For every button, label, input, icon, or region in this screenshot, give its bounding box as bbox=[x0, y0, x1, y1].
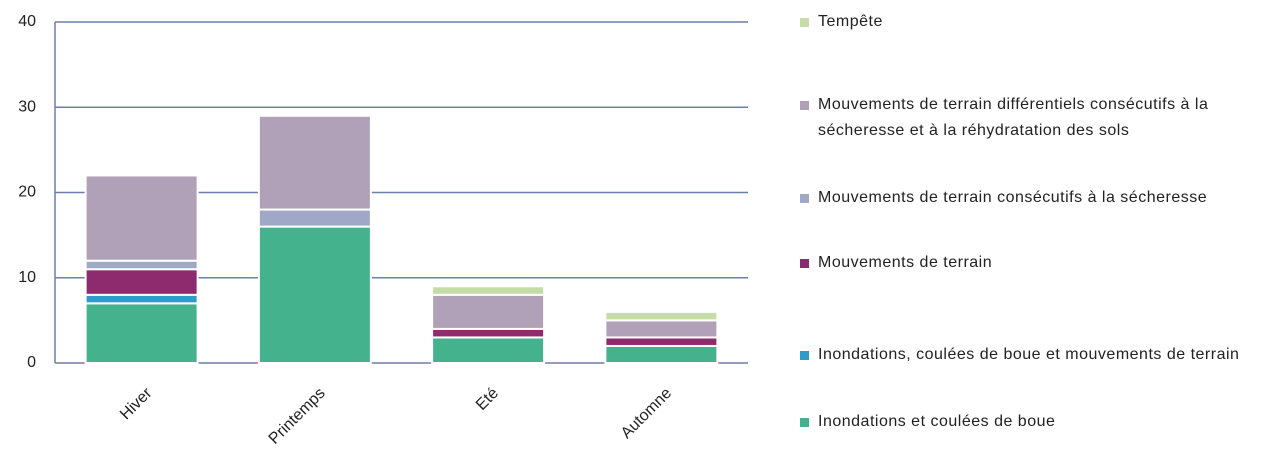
x-tick-label: Hiver bbox=[117, 384, 156, 423]
bar-segment bbox=[604, 336, 719, 347]
y-tick-label: 20 bbox=[18, 184, 36, 201]
x-tick-label: Printemps bbox=[266, 385, 329, 448]
legend-item: Mouvements de terrain différentiels cons… bbox=[800, 92, 1270, 144]
legend-item: Inondations et coulées de boue bbox=[800, 409, 1270, 435]
legend-label: Mouvements de terrain consécutifs à la s… bbox=[818, 189, 1208, 206]
y-tick-label: 40 bbox=[18, 13, 36, 30]
legend-swatch bbox=[800, 18, 809, 27]
legend-label: Mouvements de terrain bbox=[818, 254, 993, 271]
y-tick-label: 30 bbox=[18, 98, 36, 115]
legend-item: Tempête bbox=[800, 9, 1270, 35]
bar-segment bbox=[257, 114, 372, 211]
y-tick-label: 0 bbox=[27, 354, 36, 371]
legend-swatch bbox=[800, 418, 809, 427]
legend-label: Mouvements de terrain différentiels cons… bbox=[818, 96, 1209, 139]
legend-swatch bbox=[800, 351, 809, 360]
bar-segment bbox=[84, 268, 199, 296]
bar-segment bbox=[84, 302, 199, 365]
bar-segment bbox=[604, 310, 719, 322]
bar-segment bbox=[431, 285, 546, 296]
bar-segment bbox=[84, 259, 199, 271]
bar-segment bbox=[84, 293, 199, 305]
legend-item: Mouvements de terrain bbox=[800, 250, 1270, 276]
legend-label: Tempête bbox=[818, 13, 883, 30]
bar-segment bbox=[431, 327, 546, 339]
bar-segment bbox=[431, 336, 546, 364]
legend-label: Inondations, coulées de boue et mouvemen… bbox=[818, 346, 1240, 363]
legend-swatch bbox=[800, 101, 809, 110]
bar-segment bbox=[84, 174, 199, 262]
legend-swatch bbox=[800, 194, 809, 203]
x-tick-label: Eté bbox=[473, 385, 502, 414]
legend-swatch bbox=[800, 259, 809, 268]
bar-segment bbox=[257, 225, 372, 364]
bar-segment bbox=[431, 293, 546, 330]
legend-label: Inondations et coulées de boue bbox=[818, 413, 1056, 430]
x-tick-label: Automne bbox=[618, 385, 675, 442]
bar-segment bbox=[604, 344, 719, 365]
bar-segment bbox=[604, 319, 719, 339]
y-tick-label: 10 bbox=[18, 269, 36, 286]
legend-item: Inondations, coulées de boue et mouvemen… bbox=[800, 342, 1270, 368]
legend-item: Mouvements de terrain consécutifs à la s… bbox=[800, 185, 1270, 211]
bar-segment bbox=[257, 208, 372, 228]
